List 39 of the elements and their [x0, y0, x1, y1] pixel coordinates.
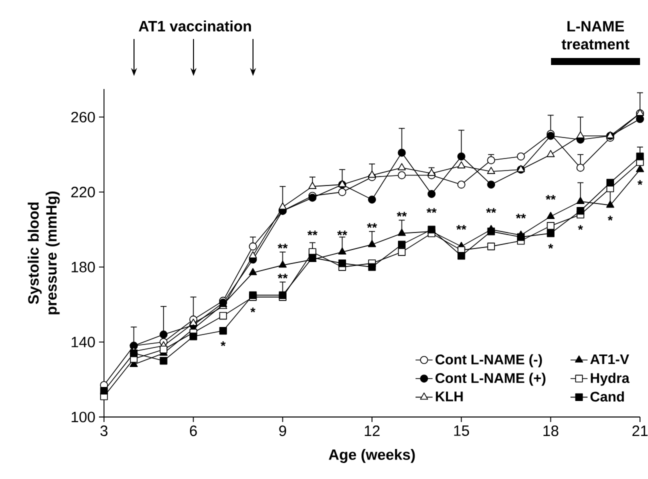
- annotation: **: [278, 274, 288, 279]
- y-tick-label: 220: [71, 186, 95, 198]
- annotation: *: [250, 308, 256, 312]
- annotation: **: [426, 208, 437, 213]
- annotation: *: [220, 341, 226, 346]
- annotation: *: [608, 216, 613, 221]
- annotation: **: [396, 212, 407, 217]
- x-tick-label: 21: [632, 426, 648, 436]
- annotation: **: [307, 230, 318, 236]
- annotation: **: [456, 224, 466, 230]
- legend-label: AT1-V: [590, 354, 630, 364]
- y-tick-label: 180: [72, 262, 95, 272]
- annotation: *: [548, 244, 554, 249]
- x-tick-label: 15: [454, 426, 470, 436]
- annotation: *: [578, 225, 583, 230]
- x-tick-label: 18: [544, 426, 558, 436]
- legend-label: Cont L-NAME (-): [436, 354, 542, 368]
- annotation: *: [638, 180, 643, 185]
- annotation: **: [337, 230, 348, 236]
- y-tick-label: 260: [71, 112, 95, 122]
- y-axis-title: Systolic blood pressure (mmHg): [28, 191, 60, 314]
- y-tick-label: 100: [72, 412, 95, 422]
- y-tick-label: 140: [72, 336, 95, 348]
- x-tick-label: 9: [279, 426, 286, 436]
- annotation: **: [278, 244, 288, 249]
- x-tick-label: 12: [364, 426, 380, 436]
- annotation: **: [486, 208, 496, 213]
- legend-label: KLH: [436, 392, 463, 402]
- x-tick-label: 3: [100, 426, 108, 436]
- annotation: **: [516, 214, 526, 219]
- annotation: **: [546, 195, 556, 200]
- legend-label: Cont L-NAME (+): [436, 372, 546, 386]
- annotation: **: [366, 223, 378, 228]
- legend-label: Cand: [590, 391, 624, 402]
- x-tick-label: 6: [190, 426, 197, 436]
- text: AT1 vaccination: [138, 20, 251, 32]
- x-axis-title: Age (weeks): [328, 448, 415, 463]
- legend-label: Hydra: [590, 372, 630, 386]
- text: L-NAME treatment: [562, 21, 630, 50]
